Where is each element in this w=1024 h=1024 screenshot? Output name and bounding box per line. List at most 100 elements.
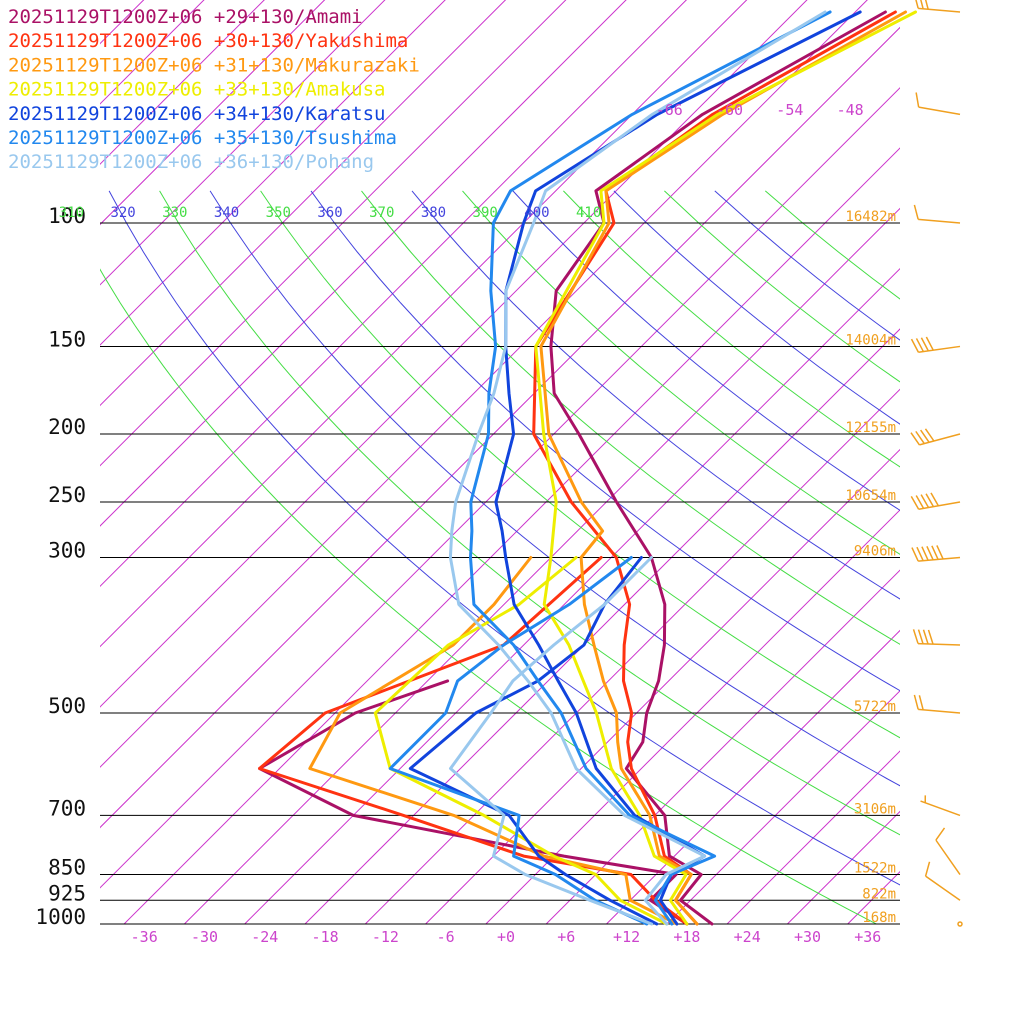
wind-barb (910, 336, 961, 354)
isotherm-line (304, 328, 900, 924)
theta-label: 370 (369, 205, 394, 221)
isotherm-line (100, 0, 627, 527)
height-label: 5722m (854, 699, 896, 715)
temperature-tick-label: +30 (794, 928, 821, 946)
wind-barb (924, 861, 961, 901)
dewpoint-profile-line (449, 556, 654, 926)
isotherm-line (100, 0, 446, 346)
isotherm-line (100, 0, 688, 588)
isotherm-line (908, 0, 1024, 924)
pressure-label: 700 (48, 796, 86, 820)
isotherm-line (545, 569, 900, 924)
height-label: 3106m (854, 801, 896, 817)
theta-label: 400 (524, 205, 549, 221)
temperature-tick-label: +24 (734, 928, 761, 946)
wind-barb (915, 92, 961, 116)
isotherm-line (364, 388, 900, 924)
pressure-label: 500 (48, 694, 86, 718)
pressure-label: 850 (48, 856, 86, 880)
legend-entry: 20251129T1200Z+06 +35+130/Tsushima (8, 127, 397, 149)
dry-adiabat-line (209, 190, 900, 787)
wind-barb (913, 694, 961, 714)
pressure-label: 150 (48, 327, 86, 351)
upper-temperature-tick-label: -66 (656, 101, 683, 119)
upper-temperature-tick-label: -54 (776, 101, 803, 119)
dewpoint-profile-line (258, 556, 689, 926)
theta-label: 330 (162, 205, 187, 221)
temperature-tick-label: +0 (497, 928, 515, 946)
height-label: 1522m (854, 861, 896, 877)
isotherm-line (100, 0, 748, 648)
isotherm-line (485, 509, 900, 924)
isotherm-line (425, 448, 900, 924)
wind-barbs (910, 0, 963, 927)
dry-adiabat-line (100, 268, 877, 924)
temperature-tick-label: -6 (437, 928, 455, 946)
dry-adiabat-line (108, 190, 900, 886)
temperature-tick-label: -12 (372, 928, 399, 946)
isotherm-line (787, 810, 900, 924)
pressure-label: 100 (48, 204, 86, 228)
temperature-profile-line (448, 10, 827, 926)
isotherm-line (100, 0, 145, 45)
temperature-profile-line (539, 10, 907, 926)
wind-barb (911, 545, 961, 562)
dewpoint-profile-line (258, 679, 689, 926)
pressure-label: 925 (48, 881, 86, 905)
height-label: 9406m (854, 543, 896, 559)
isobar-grid (100, 222, 900, 925)
temperature-profile-line (549, 10, 887, 926)
pressure-label: 1000 (35, 905, 86, 929)
height-label: 822m (862, 886, 896, 902)
dry-adiabat-line (512, 190, 900, 511)
theta-label: 390 (473, 205, 498, 221)
theta-label: 410 (576, 205, 601, 221)
temperature-tick-label: +36 (854, 928, 881, 946)
wind-barb (935, 827, 961, 875)
isotherm-line (100, 0, 326, 226)
temperature-tick-label: -24 (251, 928, 278, 946)
temperature-profile-line (494, 10, 862, 926)
temperature-tick-label: -18 (312, 928, 339, 946)
dewpoint-profile-line (388, 556, 649, 926)
wind-barb (912, 629, 961, 646)
temperature-tick-label: -30 (191, 928, 218, 946)
isotherm-line (100, 0, 808, 708)
legend-entry: 20251129T1200Z+06 +31+130/Makurazaki (8, 54, 420, 76)
isotherm-line (968, 0, 1024, 924)
theta-label: 340 (214, 205, 239, 221)
isotherm-line (123, 147, 900, 924)
theta-label: 360 (317, 205, 342, 221)
dry-adiabat-grid (100, 190, 900, 924)
wind-barb (957, 921, 963, 927)
theta-label: 380 (421, 205, 446, 221)
isotherm-line (100, 0, 567, 467)
isotherm-line (100, 26, 900, 829)
temperature-tick-label: +18 (673, 928, 700, 946)
height-label: 16482m (845, 209, 896, 225)
upper-temperature-tick-label: -60 (716, 101, 743, 119)
dry-adiabat-line (361, 190, 900, 645)
isotherm-line (184, 207, 900, 924)
pressure-label: 300 (48, 538, 86, 562)
isotherm-line (726, 750, 900, 924)
isotherm-line (606, 629, 900, 924)
wind-barb (910, 492, 961, 510)
wind-barb (910, 428, 961, 446)
dry-adiabat-line (411, 190, 900, 600)
isotherm-line (100, 0, 205, 105)
pressure-label: 250 (48, 483, 86, 507)
temperature-tick-label: -36 (131, 928, 158, 946)
temperature-profile-line (532, 10, 897, 926)
legend: 20251129T1200Z+06 +29+130/Amami20251129T… (8, 6, 420, 173)
legend-entry: 20251129T1200Z+06 +29+130/Amami (8, 6, 363, 28)
isotherm-line (100, 0, 507, 407)
isotherm-line (666, 690, 900, 924)
height-label: 168m (862, 910, 896, 926)
isotherm-line (100, 0, 386, 286)
legend-entry: 20251129T1200Z+06 +30+130/Yakushima (8, 30, 408, 52)
sounding-profiles (258, 10, 917, 926)
wind-barb (913, 204, 961, 224)
